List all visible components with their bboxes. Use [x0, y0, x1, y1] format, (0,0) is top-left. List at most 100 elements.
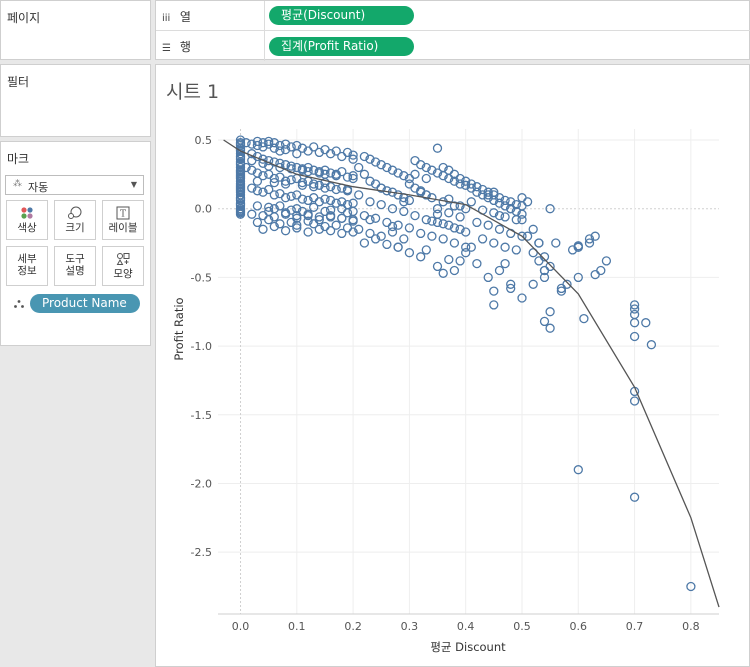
scatter-point[interactable] — [303, 166, 313, 177]
scatter-point[interactable] — [444, 194, 454, 204]
label-button[interactable]: T 레이블 — [102, 200, 144, 240]
scatter-point[interactable] — [382, 239, 392, 250]
scatter-point[interactable] — [432, 217, 443, 228]
scatter-point[interactable] — [387, 227, 398, 237]
scatter-point[interactable] — [416, 252, 426, 262]
scatter-point[interactable] — [320, 183, 330, 193]
scatter-point[interactable] — [432, 168, 443, 178]
scatter-point[interactable] — [629, 331, 640, 342]
scatter-point[interactable] — [309, 202, 319, 212]
scatter-point[interactable] — [348, 150, 358, 160]
scatter-point[interactable] — [534, 256, 544, 266]
scatter-point[interactable] — [421, 162, 431, 173]
scatter-point[interactable] — [354, 190, 364, 200]
scatter-point[interactable] — [399, 206, 409, 217]
scatter-point[interactable] — [342, 186, 353, 196]
scatter-point[interactable] — [275, 188, 285, 199]
scatter-point[interactable] — [522, 231, 533, 241]
scatter-point[interactable] — [365, 197, 375, 207]
scatter-point[interactable] — [489, 208, 499, 218]
scatter-point[interactable] — [365, 154, 375, 164]
scatter-point[interactable] — [264, 202, 274, 212]
scatter-point[interactable] — [387, 165, 398, 175]
scatter-point[interactable] — [466, 179, 476, 189]
scatter-point[interactable] — [258, 138, 268, 148]
scatter-point[interactable] — [303, 216, 313, 226]
scatter-point[interactable] — [545, 261, 555, 272]
scatter-point[interactable] — [269, 212, 279, 222]
detail-pill-product-name[interactable]: Product Name — [30, 294, 140, 313]
scatter-point[interactable] — [297, 180, 308, 190]
scatter-point[interactable] — [235, 180, 246, 190]
scatter-point[interactable] — [241, 138, 251, 148]
scatter-point[interactable] — [303, 162, 313, 173]
scatter-point[interactable] — [455, 256, 465, 266]
scatter-point[interactable] — [337, 213, 347, 223]
scatter-point[interactable] — [584, 238, 595, 248]
scatter-point[interactable] — [309, 179, 319, 189]
scatter-point[interactable] — [539, 316, 550, 327]
scatter-point[interactable] — [483, 190, 493, 200]
scatter-point[interactable] — [235, 153, 246, 163]
scatter-point[interactable] — [399, 171, 409, 181]
scatter-point[interactable] — [517, 215, 527, 225]
scatter-point[interactable] — [545, 323, 555, 333]
scatter-point[interactable] — [455, 179, 465, 189]
scatter-point[interactable] — [348, 215, 358, 225]
scatter-point[interactable] — [258, 187, 268, 197]
scatter-point[interactable] — [455, 201, 465, 211]
scatter-point[interactable] — [494, 198, 505, 208]
scatter-point[interactable] — [382, 162, 392, 173]
scatter-point[interactable] — [331, 198, 341, 208]
scatter-point[interactable] — [314, 212, 324, 222]
scatter-point[interactable] — [522, 197, 533, 207]
scatter-point[interactable] — [331, 171, 341, 181]
scatter-point[interactable] — [365, 176, 375, 186]
scatter-point[interactable] — [641, 318, 651, 328]
scatter-point[interactable] — [348, 171, 358, 181]
scatter-point[interactable] — [477, 184, 488, 195]
scatter-point[interactable] — [303, 209, 313, 219]
scatter-point[interactable] — [629, 300, 640, 310]
shape-button[interactable]: 모양 — [102, 246, 144, 286]
scatter-point[interactable] — [320, 169, 330, 179]
scatter-point[interactable] — [297, 143, 308, 153]
scatter-point[interactable] — [297, 165, 308, 175]
scatter-point[interactable] — [342, 147, 353, 158]
scatter-point[interactable] — [235, 183, 246, 193]
scatter-point[interactable] — [269, 138, 279, 148]
scatter-point[interactable] — [348, 154, 358, 164]
scatter-point[interactable] — [483, 272, 493, 283]
scatter-point[interactable] — [686, 581, 696, 592]
scatter-point[interactable] — [444, 208, 454, 218]
scatter-point[interactable] — [314, 197, 324, 207]
scatter-point[interactable] — [342, 208, 353, 218]
scatter-point[interactable] — [494, 193, 505, 203]
scatter-point[interactable] — [511, 215, 521, 225]
scatter-point[interactable] — [489, 190, 499, 200]
scatter-point[interactable] — [247, 209, 257, 219]
scatter-point[interactable] — [258, 158, 268, 168]
scatter-point[interactable] — [399, 234, 409, 244]
scatter-point[interactable] — [461, 242, 471, 252]
scatter-point[interactable] — [235, 194, 246, 204]
scatter-point[interactable] — [506, 279, 516, 289]
scatter-point[interactable] — [286, 175, 296, 185]
scatter-point[interactable] — [252, 176, 263, 186]
scatter-point[interactable] — [359, 151, 370, 162]
scatter-point[interactable] — [590, 231, 600, 241]
scatter-point[interactable] — [449, 265, 460, 276]
scatter-point[interactable] — [235, 205, 246, 215]
detail-button[interactable]: 세부 정보 — [6, 246, 48, 286]
scatter-point[interactable] — [556, 286, 567, 296]
scatter-point[interactable] — [494, 210, 505, 221]
scatter-point[interactable] — [539, 272, 550, 283]
scatter-point[interactable] — [314, 168, 324, 178]
scatter-point[interactable] — [258, 142, 268, 152]
scatter-point[interactable] — [528, 224, 538, 234]
scatter-point[interactable] — [286, 191, 296, 201]
scatter-point[interactable] — [348, 227, 358, 237]
scatter-point[interactable] — [416, 228, 426, 239]
scatter-point[interactable] — [573, 272, 583, 283]
scatter-point[interactable] — [258, 210, 268, 221]
